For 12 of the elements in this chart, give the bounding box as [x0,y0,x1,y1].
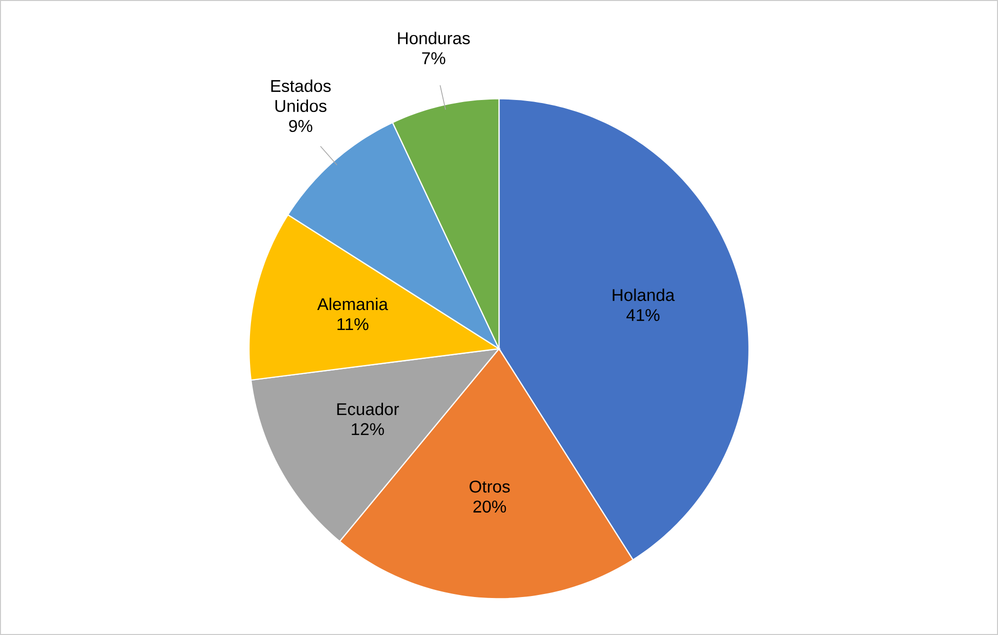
data-label: 9% [289,120,312,132]
slice-label: Otros [470,480,510,493]
slice-label: Estados Unidos [271,80,331,112]
data-label: 7% [422,52,446,64]
data-label: 20% [473,500,506,513]
data-label: 11% [338,318,368,330]
data-label: 12% [352,423,384,436]
data-label: 41% [626,309,660,321]
slice-label: Ecuador [337,402,399,416]
slice-label: Holanda [612,288,675,302]
slice-label: Alemania [317,298,388,310]
slice-label: Honduras [398,32,470,44]
